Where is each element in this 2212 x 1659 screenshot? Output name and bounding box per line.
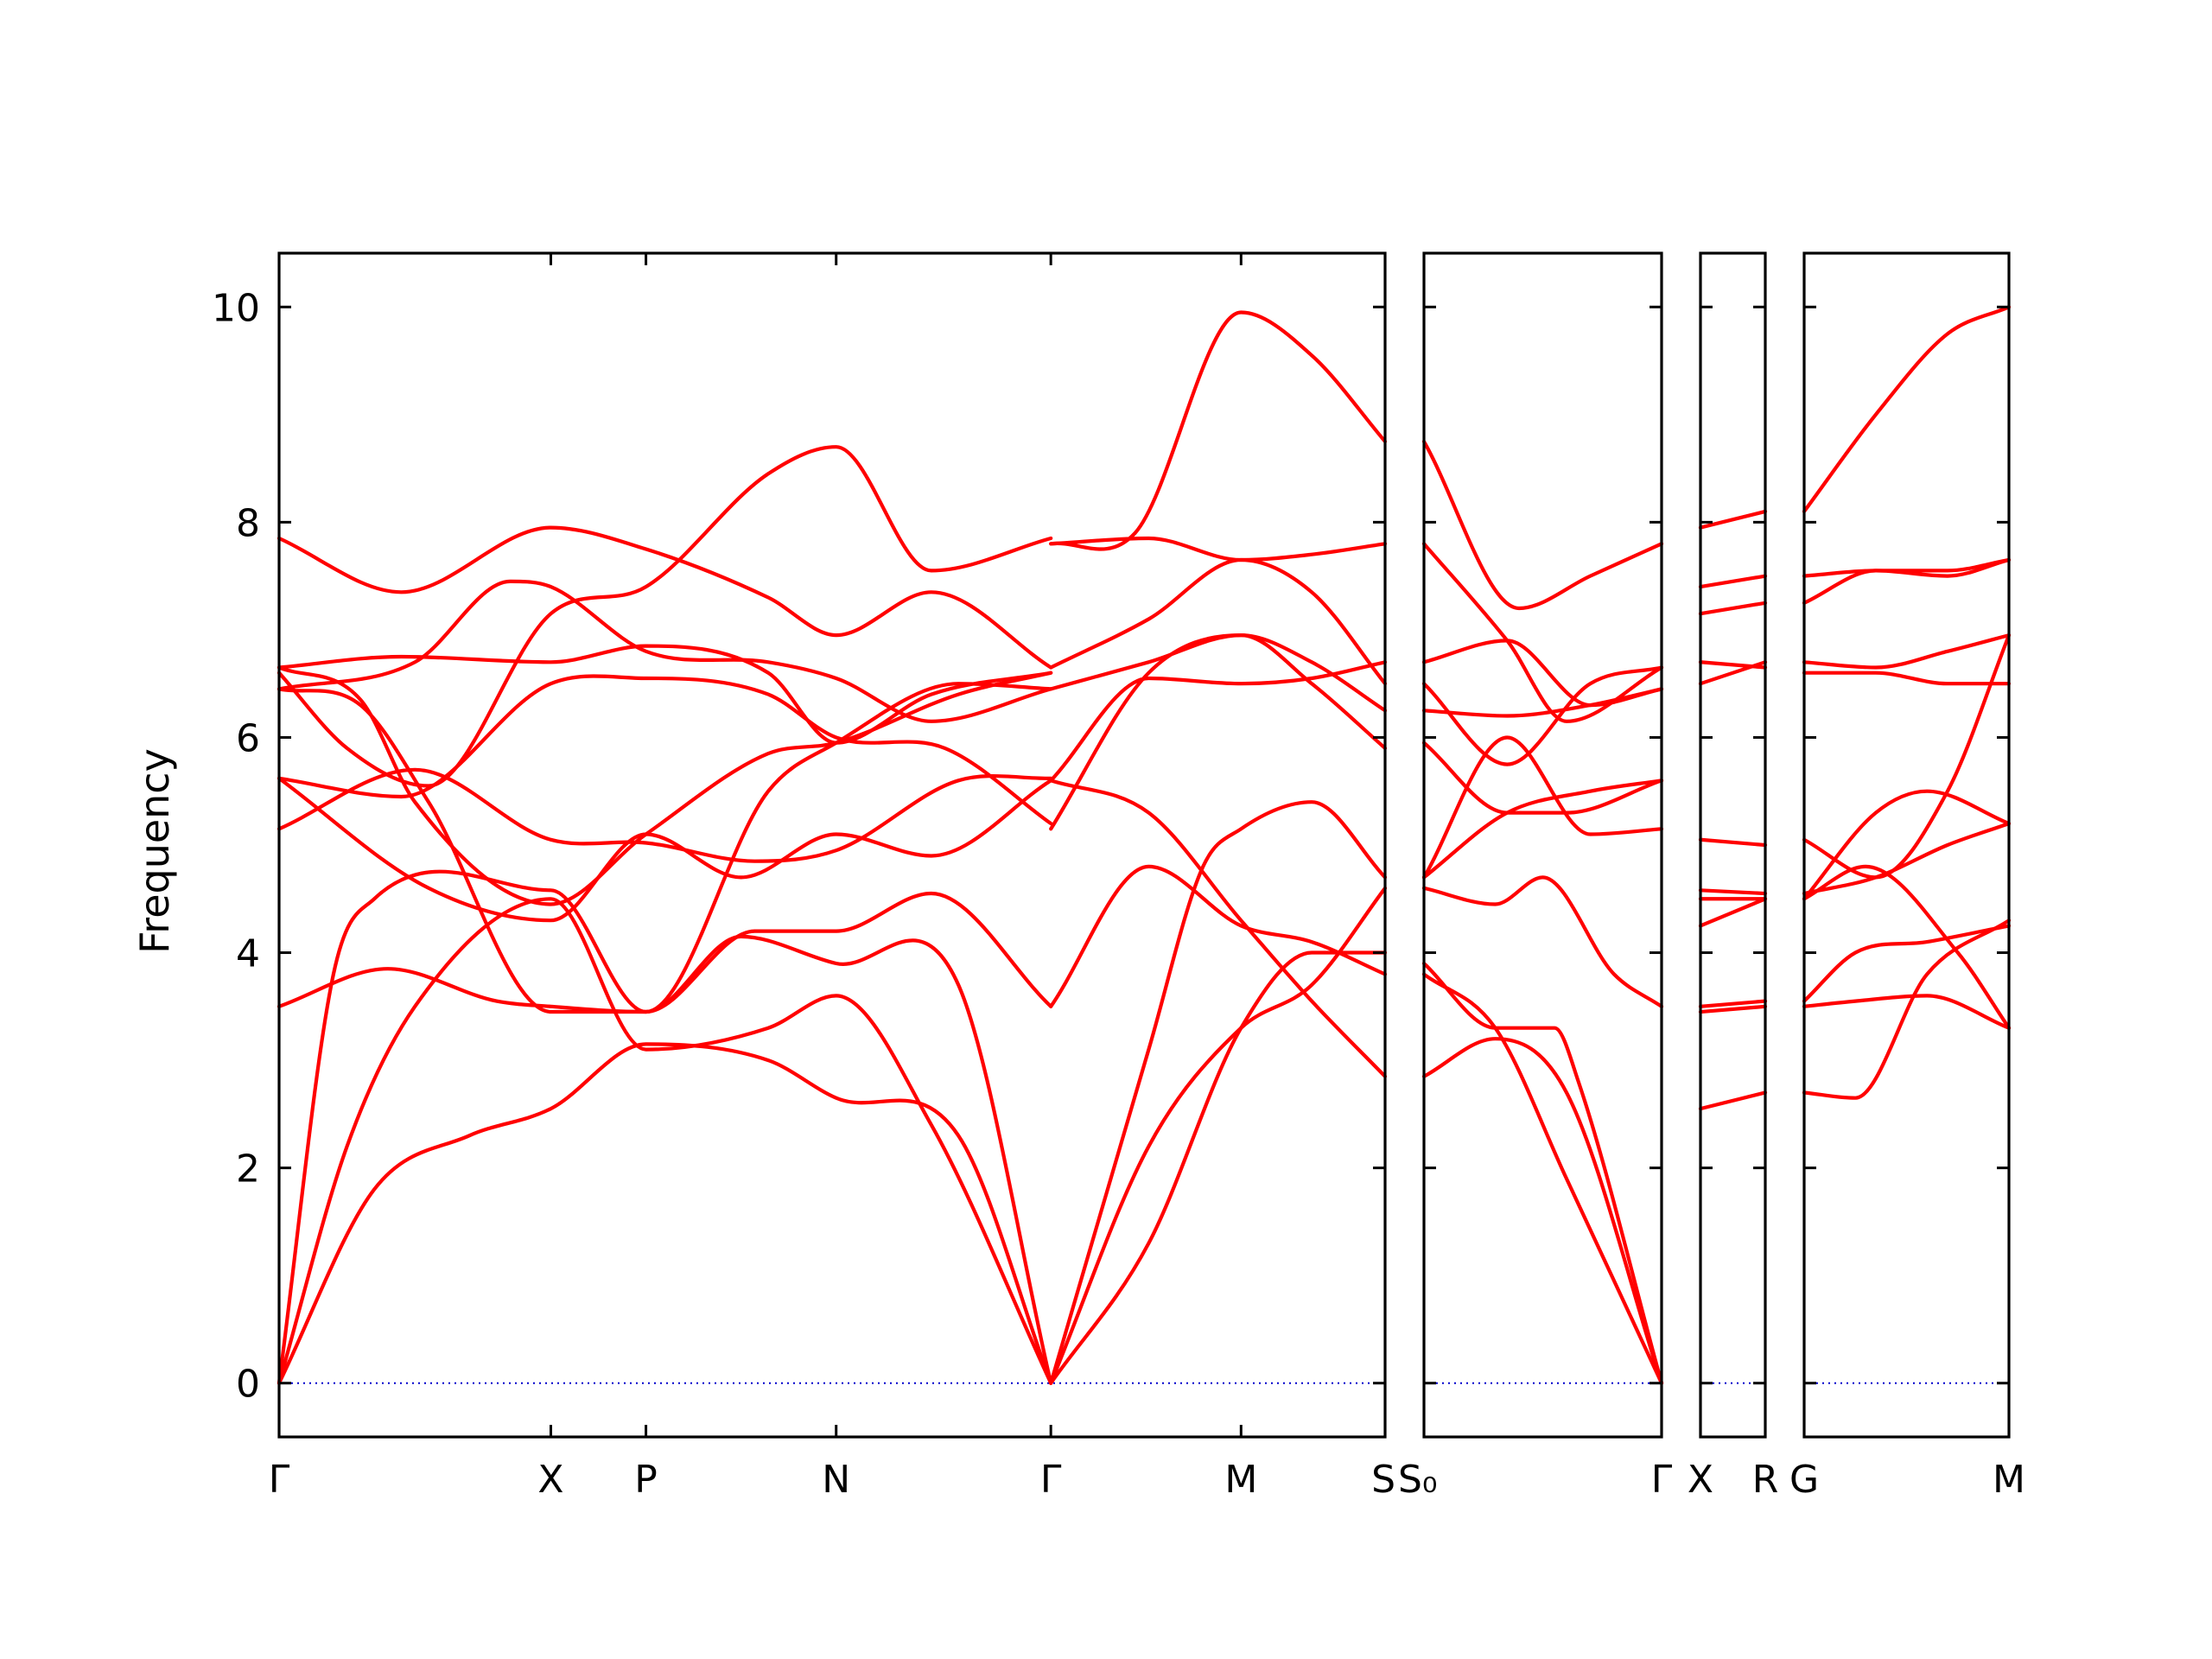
band-line-17 xyxy=(1049,779,1388,1078)
band-line-3 xyxy=(1698,999,1768,1008)
band-line-23 xyxy=(1049,536,1388,563)
band-line-11 xyxy=(1421,542,1664,723)
kpoint-label: Γ xyxy=(269,1458,290,1502)
band-line-12 xyxy=(1421,439,1664,611)
band-line-3 xyxy=(276,869,1053,1385)
band-line-6 xyxy=(1802,789,2012,901)
band-line-7 xyxy=(276,682,1053,1014)
band-line-4 xyxy=(1802,864,2012,1030)
band-line-10 xyxy=(1802,557,2012,605)
band-line-2 xyxy=(276,897,1053,1385)
band-line-11 xyxy=(1698,574,1768,589)
band-line-5 xyxy=(1802,822,2012,896)
band-line-6 xyxy=(1421,779,1664,880)
band-line-1 xyxy=(1802,918,2012,1100)
band-line-5 xyxy=(276,776,1053,923)
band-line-14 xyxy=(1049,886,1388,1385)
band-line-5 xyxy=(1421,735,1664,880)
kpoint-label: S xyxy=(1371,1458,1395,1502)
y-tick-label: 8 xyxy=(236,501,260,545)
band-line-3 xyxy=(1802,924,2012,1003)
band-line-4 xyxy=(276,891,1053,1014)
band-line-7 xyxy=(1421,741,1664,815)
band-line-2 xyxy=(1802,994,2012,1030)
kpoint-label: P xyxy=(634,1458,658,1502)
band-line-18 xyxy=(1049,633,1388,831)
y-tick-label: 6 xyxy=(236,716,260,760)
kpoint-label: M xyxy=(1224,1458,1257,1502)
kpoint-label: N xyxy=(822,1458,850,1502)
band-line-10 xyxy=(276,644,1053,745)
band-line-21 xyxy=(1049,557,1388,686)
panel-2: S₀ Γ xyxy=(1398,251,1673,1502)
kpoint-label: G xyxy=(1789,1458,1819,1502)
band-line-8 xyxy=(276,665,1053,906)
band-line-11 xyxy=(276,579,1053,723)
band-line-19 xyxy=(1049,660,1388,783)
band-line-6 xyxy=(276,767,1053,863)
band-line-16 xyxy=(1049,864,1388,1008)
band-line-20 xyxy=(1049,633,1388,713)
band-line-12 xyxy=(1802,305,2012,513)
band-line-13 xyxy=(276,525,1053,670)
panel-frame xyxy=(277,251,1387,1439)
band-line-12 xyxy=(1698,509,1768,530)
band-line-1 xyxy=(1421,1037,1664,1385)
band-line-4 xyxy=(1698,897,1768,928)
kpoint-label: Γ xyxy=(1651,1458,1673,1502)
band-line-12 xyxy=(276,445,1053,788)
band-line-9 xyxy=(1802,633,2012,670)
kpoint-label: X xyxy=(537,1458,563,1502)
band-line-22 xyxy=(1049,310,1388,551)
band-line-9 xyxy=(1421,665,1664,766)
kpoint-label: R xyxy=(1752,1458,1779,1502)
band-line-3 xyxy=(1421,961,1664,1385)
band-line-2 xyxy=(1421,972,1664,1385)
band-line-4 xyxy=(1421,875,1664,1008)
panel-1: 0 2 4 6 8 10 Γ X P N Γ M S xyxy=(212,251,1395,1502)
kpoint-label: X xyxy=(1688,1458,1713,1502)
y-axis-title: Frequency xyxy=(131,748,178,954)
y-tick-label: 4 xyxy=(236,932,260,976)
band-line-1 xyxy=(1698,1090,1768,1111)
panel-frame xyxy=(1802,251,2011,1439)
band-line-11 xyxy=(1802,557,2012,578)
band-line-24 xyxy=(1049,950,1388,1385)
band-line-10 xyxy=(1698,601,1768,616)
band-line-10 xyxy=(1421,639,1664,708)
y-tick-label: 0 xyxy=(236,1363,260,1407)
band-line-9 xyxy=(1698,660,1768,670)
band-line-7 xyxy=(1698,837,1768,848)
band-line-8 xyxy=(1802,671,2012,686)
band-line-6 xyxy=(1698,888,1768,896)
panel-frame xyxy=(1699,251,1767,1439)
kpoint-label: Γ xyxy=(1040,1458,1062,1502)
kpoint-label: S₀ xyxy=(1398,1458,1438,1502)
band-line-9 xyxy=(276,674,1053,826)
kpoint-label: M xyxy=(1993,1458,2025,1502)
panel-frame xyxy=(1422,251,1663,1439)
y-tick-label: 10 xyxy=(212,286,260,330)
band-line-1 xyxy=(276,1042,1053,1385)
band-line-7 xyxy=(1802,633,2012,880)
y-tick-label: 2 xyxy=(236,1147,260,1192)
band-line-2 xyxy=(1698,1004,1768,1014)
